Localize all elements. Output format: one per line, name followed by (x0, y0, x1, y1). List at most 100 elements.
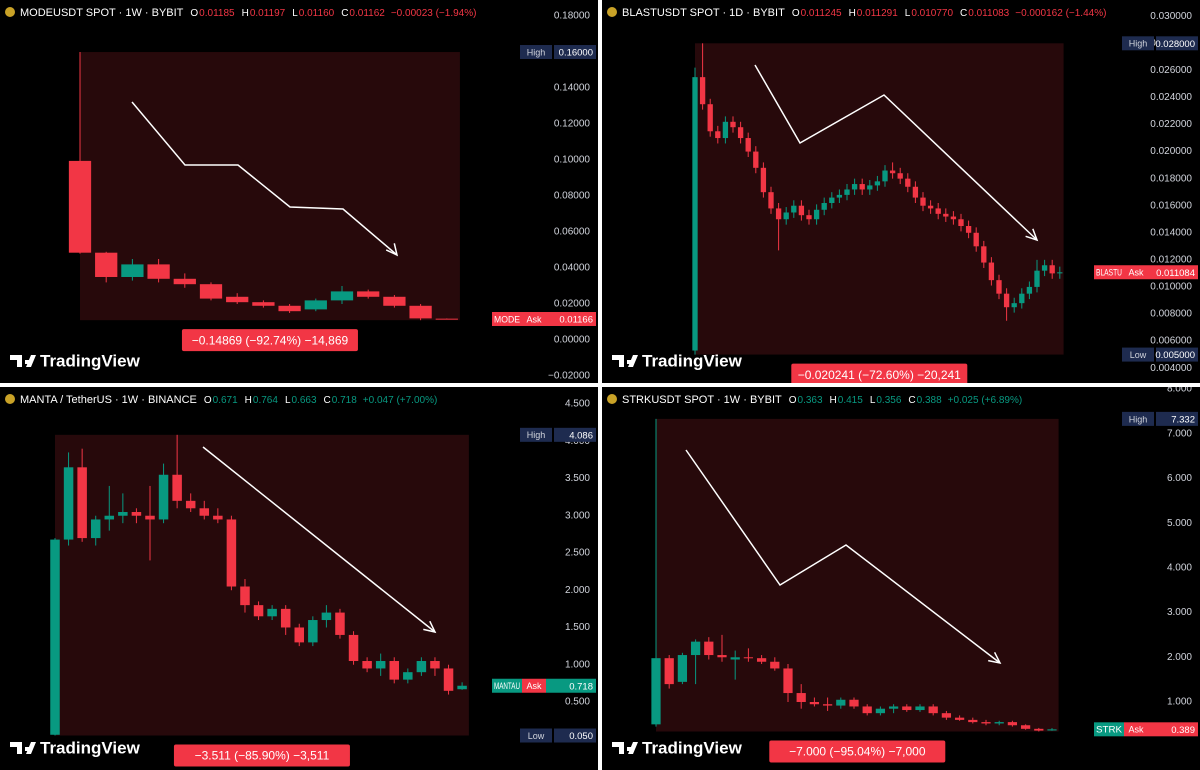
y-tick-label: 8.000 (1167, 387, 1192, 395)
measure-box (656, 418, 1059, 732)
quote-label: C (341, 8, 348, 19)
candle-body (383, 296, 406, 306)
badge-tag-bg (522, 678, 546, 693)
badge-value-bg (546, 678, 596, 693)
candle-body (252, 302, 275, 306)
candle-body (121, 264, 144, 277)
candle-body (199, 284, 223, 299)
candle-body (1047, 729, 1057, 731)
y-tick-label: 2.000 (1167, 652, 1192, 663)
quote-value: 0.363 (798, 395, 823, 406)
header-title: STRKUSDT SPOT · 1W · BYBIT (622, 394, 782, 406)
candle-body (280, 608, 291, 628)
candle-body (226, 296, 249, 303)
watermark: TradingView (642, 351, 743, 370)
candle-body (973, 232, 979, 247)
candle-body (874, 181, 881, 186)
badge-tag-bg (1124, 265, 1148, 280)
quote-value: 0.011245 (801, 8, 842, 19)
quote-value: 0.415 (838, 395, 863, 406)
badge-value: 0.389 (1171, 725, 1195, 736)
candle-body (950, 216, 957, 220)
badge-value-bg (1156, 411, 1198, 426)
candle-body (862, 706, 872, 714)
y-tick-label: 0.026000 (1150, 65, 1192, 76)
candle-body (348, 634, 359, 662)
candle-body (707, 104, 713, 132)
candle-body (267, 608, 277, 617)
quote-value: 0.011083 (968, 8, 1009, 19)
candle-body (699, 77, 706, 105)
symbol-icon (5, 7, 15, 17)
candle-body (809, 701, 820, 705)
chart-panel: 0.030000 0.028000 0.026000 0.024000 0.022000… (602, 0, 1200, 383)
candle-body (829, 197, 835, 204)
candle-body (692, 77, 698, 351)
arrow-head (988, 651, 1002, 665)
quote-label: C (324, 395, 331, 406)
badge-name: High (527, 47, 546, 57)
candle-body (357, 291, 380, 297)
measure-box (80, 52, 460, 321)
candle-body (416, 661, 427, 673)
candle-body (912, 186, 919, 198)
quote-label: O (204, 395, 212, 406)
candle-body (745, 138, 751, 152)
candle-body (294, 627, 305, 643)
candle-body (1034, 728, 1044, 731)
y-tick-label: 0.04000 (554, 263, 591, 274)
badge-tag: Ask (1128, 268, 1144, 278)
y-tick-label: 0.008000 (1150, 309, 1192, 320)
candle-body (928, 706, 938, 714)
quote-label: H (242, 8, 249, 19)
candle-body (213, 515, 223, 520)
candle-body (158, 474, 169, 520)
candle-body (321, 612, 332, 621)
quote-change: −0.000162 (−1.44%) (1015, 8, 1106, 19)
badge-name: High (1129, 414, 1148, 424)
y-tick-label: 0.012000 (1150, 254, 1192, 265)
candle-body (813, 209, 820, 220)
quote-label: C (960, 8, 967, 19)
candle-body (77, 467, 87, 539)
badge-value-bg (1156, 347, 1198, 362)
quote-label: H (830, 395, 837, 406)
badge-name: High (1129, 39, 1148, 49)
watermark: TradingView (40, 738, 141, 757)
y-tick-label: 0.004000 (1150, 363, 1192, 374)
badge-name: Low (1130, 350, 1147, 360)
watermark-logo (10, 742, 36, 754)
candle-body (199, 508, 210, 516)
candle-body (968, 719, 978, 723)
quote-label: L (285, 395, 291, 406)
measure-label: −0.14869 (−92.74%) −14,869 (192, 333, 349, 347)
candle-body (958, 219, 964, 227)
badge-name-bg (520, 427, 552, 442)
quote-change: +0.047 (+7.00%) (363, 395, 438, 406)
candle-body (240, 586, 250, 606)
candle-body (1019, 293, 1025, 304)
y-tick-label: 4.500 (565, 399, 590, 410)
price-badge: High 7.332 (1122, 411, 1198, 426)
quote-change: +0.025 (+6.89%) (948, 395, 1023, 406)
price-badge: High 0.028000 (1122, 36, 1198, 51)
y-tick-label: 0.14000 (554, 83, 591, 94)
candle-body (783, 212, 789, 220)
candle-body (770, 661, 780, 669)
candle-body (981, 722, 991, 724)
quote-value: 0.01197 (250, 8, 286, 19)
price-badge: MANTAU Ask 0.718 (492, 678, 596, 693)
candle-body (104, 515, 115, 520)
badge-value-bg (546, 311, 596, 326)
y-tick-label: 0.02000 (554, 299, 591, 310)
badge-name: BLASTU (1096, 268, 1122, 278)
badge-value: 0.028000 (1155, 39, 1195, 50)
candle-body (768, 192, 774, 209)
chart-panel: 0.18000 0.16000 0.14000 0.12000 0.10000 0.080… (0, 0, 598, 383)
badge-value: 0.16000 (559, 48, 593, 59)
candle-body (935, 208, 941, 214)
candle-body (915, 706, 925, 711)
quote-value: 0.01162 (349, 8, 385, 19)
candle-body (375, 661, 386, 669)
measure-label-bg (173, 744, 350, 767)
